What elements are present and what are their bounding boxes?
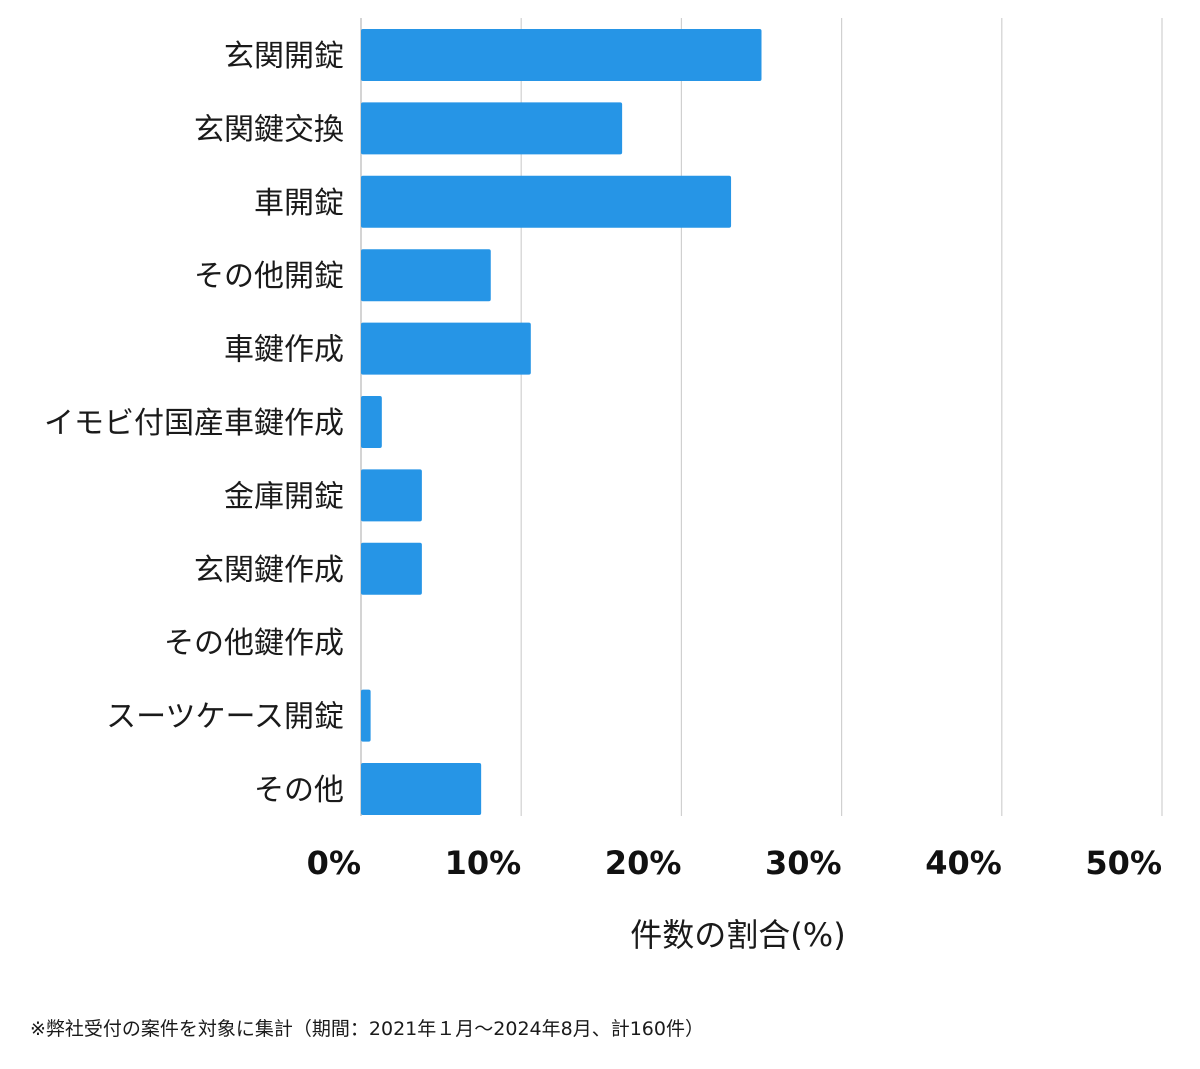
category-label: スーツケース開錠	[106, 700, 344, 735]
bar	[361, 396, 382, 448]
category-label: その他	[254, 773, 344, 808]
bar	[361, 175, 732, 228]
category-label: 玄関開錠	[224, 39, 344, 74]
bar	[361, 249, 491, 302]
bars	[361, 29, 762, 815]
category-label: その他鍵作成	[164, 626, 344, 661]
x-tick-label: 20%	[605, 844, 682, 882]
x-tick-labels: 0% 10% 20% 30% 40% 50%	[307, 844, 1162, 882]
x-tick-label: 0%	[307, 844, 361, 882]
category-labels: 玄関開錠玄関鍵交換車開錠その他開錠車鍵作成イモビ付国産車鍵作成金庫開錠玄関鍵作成…	[44, 39, 344, 808]
category-label: イモビ付国産車鍵作成	[44, 406, 344, 441]
bar	[361, 689, 371, 742]
footnote: ※弊社受付の案件を対象に集計（期間：2021年１月〜2024年8月、計160件）	[30, 1018, 704, 1040]
bar	[361, 542, 422, 595]
bar	[361, 763, 482, 815]
bar-chart: 玄関開錠玄関鍵交換車開錠その他開錠車鍵作成イモビ付国産車鍵作成金庫開錠玄関鍵作成…	[44, 18, 1163, 954]
bar	[361, 29, 762, 81]
category-label: 玄関鍵作成	[194, 553, 344, 588]
bar	[361, 469, 422, 522]
x-tick-label: 40%	[925, 844, 1002, 882]
bar	[361, 322, 531, 375]
category-label: 金庫開錠	[224, 479, 344, 514]
category-label: その他開錠	[194, 259, 344, 294]
x-axis-title: 件数の割合(%)	[630, 916, 845, 954]
x-tick-label: 30%	[765, 844, 842, 882]
category-label: 玄関鍵交換	[194, 112, 344, 147]
x-tick-label: 10%	[445, 844, 522, 882]
category-label: 車鍵作成	[224, 333, 344, 368]
bar	[361, 102, 623, 155]
category-label: 車開錠	[254, 186, 344, 221]
x-tick-label: 50%	[1085, 844, 1162, 882]
